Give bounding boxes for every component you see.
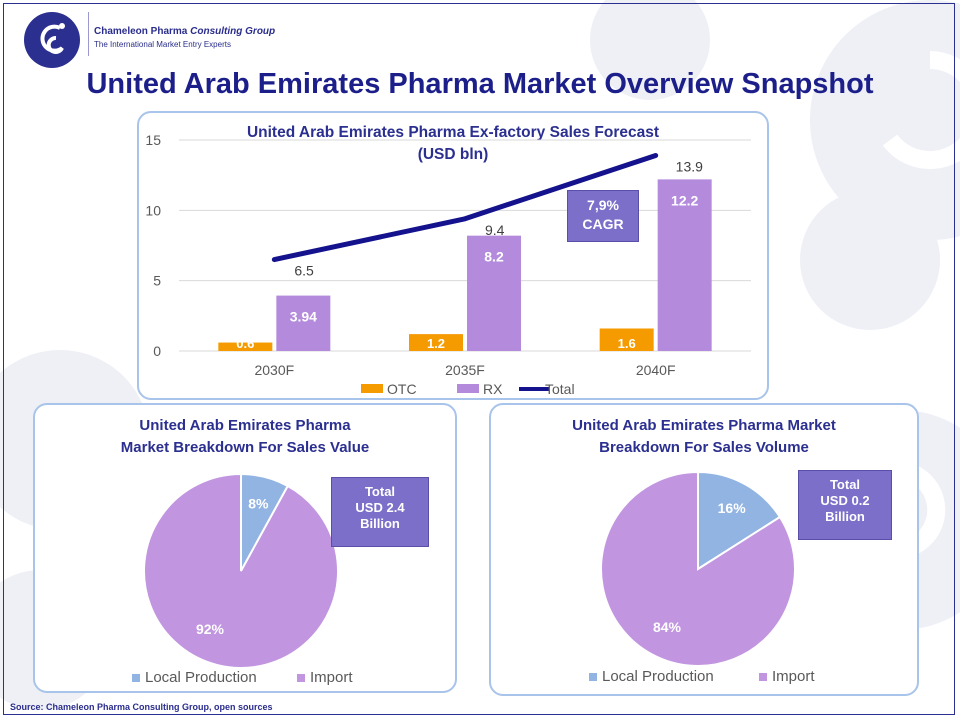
rx-bar [467, 235, 521, 351]
pie-slice-local-production [697, 470, 782, 571]
otc-bar [409, 334, 463, 351]
pie-slice-label: 8% [248, 495, 269, 511]
x-tick-label: 2035F [445, 362, 485, 378]
source-note: Source: Chameleon Pharma Consulting Grou… [10, 702, 273, 712]
x-tick-label: 2040F [636, 362, 676, 378]
y-tick-label: 15 [145, 132, 161, 148]
total-data-label: 6.5 [294, 263, 314, 279]
page-title: United Arab Emirates Pharma Market Overv… [86, 68, 874, 100]
otc-bar-label: 0.6 [236, 336, 254, 351]
otc-bar-label: 1.2 [427, 336, 445, 351]
legend-total-label: Total [545, 381, 575, 397]
brand-name: Chameleon Pharma Consulting Group [94, 26, 276, 37]
total-data-label: 9.4 [485, 222, 505, 238]
pie-slice-label: 16% [718, 500, 747, 516]
legend-rx-swatch [457, 384, 479, 393]
import-swatch-icon [759, 673, 767, 682]
total-data-label: 13.9 [676, 158, 703, 174]
logo-separator [88, 12, 89, 56]
sales-value-panel: United Arab Emirates Pharma Market Break… [33, 403, 457, 693]
slide-frame [3, 3, 955, 715]
sales-volume-pie-chart: 16% 84% [600, 470, 796, 667]
pie-slice-label: 92% [196, 621, 225, 637]
rx-bar-label: 3.94 [290, 309, 317, 325]
legend-local-production: Local Production [589, 668, 714, 685]
otc-bar-label: 1.6 [618, 336, 636, 351]
sales-value-pie-chart: 8% 92% [143, 472, 339, 669]
legend-otc-label: OTC [387, 381, 417, 397]
import-swatch-icon [297, 674, 305, 683]
sales-volume-total: Total USD 0.2 Billion [798, 470, 892, 540]
sales-volume-panel: United Arab Emirates Pharma Market Break… [489, 403, 919, 696]
local-swatch-icon [132, 674, 140, 683]
otc-bar [599, 328, 654, 351]
sales-value-total: Total USD 2.4 Billion [331, 477, 429, 547]
brand-tagline: The International Market Entry Experts [94, 40, 231, 49]
sales-forecast-panel: United Arab Emirates Pharma Ex-factory S… [137, 111, 769, 400]
forecast-chart-title: United Arab Emirates Pharma Ex-factory S… [246, 124, 660, 163]
sales-volume-title: United Arab Emirates Pharma Market Break… [572, 417, 836, 456]
chameleon-logo-icon [24, 12, 80, 68]
pie-slice-import [143, 472, 339, 669]
legend-local-production: Local Production [132, 669, 257, 686]
cagr-annotation: 7,9% CAGR [567, 190, 639, 242]
y-tick-label: 0 [153, 343, 161, 359]
x-tick-label: 2030F [254, 362, 294, 378]
total-line [271, 152, 659, 263]
legend-otc-swatch [361, 384, 383, 393]
rx-bar-label: 12.2 [671, 192, 698, 208]
local-swatch-icon [589, 673, 597, 682]
rx-bar [657, 179, 712, 351]
otc-bar [218, 342, 273, 351]
pie-slice-label: 84% [653, 619, 682, 635]
y-tick-label: 10 [145, 202, 161, 218]
rx-bar-label: 8.2 [484, 249, 504, 265]
rx-bar [276, 295, 331, 351]
legend-rx-label: RX [483, 381, 503, 397]
pie-slice-import [600, 470, 796, 667]
y-tick-label: 5 [153, 273, 161, 289]
sales-value-title: United Arab Emirates Pharma Market Break… [120, 417, 370, 456]
legend-import: Import [759, 668, 815, 685]
legend-import: Import [297, 669, 353, 686]
